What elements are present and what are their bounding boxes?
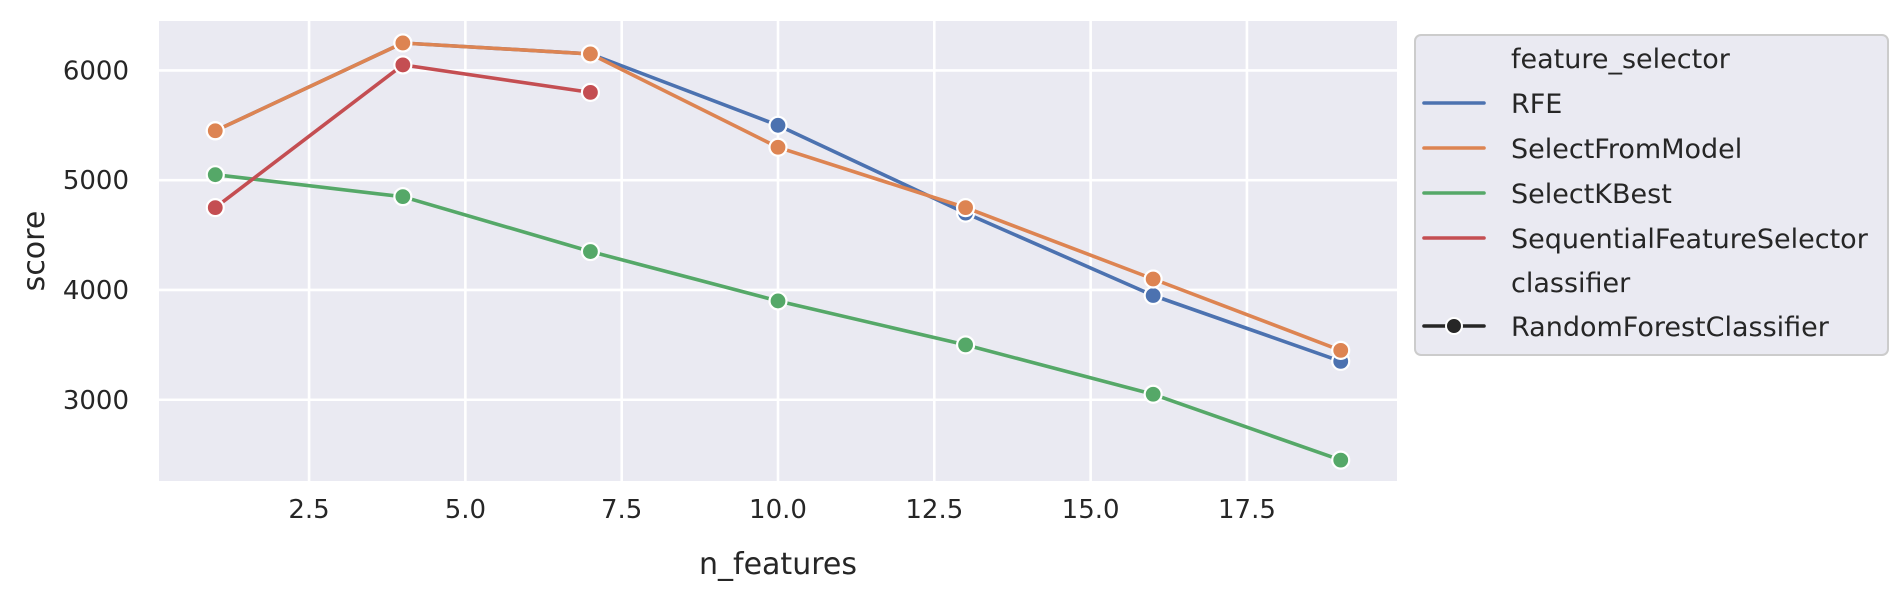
series-layer (205, 33, 1351, 470)
grid-lines (159, 21, 1397, 481)
data-point-selectfrommodel-1 (205, 121, 225, 141)
legend-label-sequentialfeatureselector: SequentialFeatureSelector (1511, 224, 1869, 255)
y-tick-label-6000: 6000 (63, 56, 129, 86)
legend-label-selectfrommodel: SelectFromModel (1511, 134, 1742, 165)
legend-frame (1414, 34, 1889, 356)
data-point-rfe-10 (768, 115, 788, 135)
x-tick-label-12-5: 12.5 (905, 495, 963, 525)
series-selectfrommodel (205, 33, 1351, 360)
legend-style-entry: RandomForestClassifier (1511, 312, 1830, 343)
data-point-selectkbest-7 (580, 241, 601, 262)
x-tick-label-2-5: 2.5 (288, 495, 329, 525)
x-tick-label-15-0: 15.0 (1062, 495, 1120, 525)
y-tick-label-4000: 4000 (63, 276, 129, 306)
data-point-selectfrommodel-19 (1331, 340, 1351, 360)
tick-labels: 2.5 5.0 7.5 10.0 12.5 15.0 17.5 3000 4000 5000 600… (63, 56, 1276, 525)
data-point-rfe-16 (1143, 285, 1163, 306)
data-point-selectkbest-10 (768, 291, 788, 311)
data-point-sequentialfeatureselector-4 (393, 55, 413, 75)
data-point-sequentialfeatureselector-7 (580, 82, 601, 102)
data-point-selectfrommodel-16 (1143, 269, 1163, 289)
data-point-selectkbest-4 (393, 187, 413, 207)
data-point-selectfrommodel-7 (580, 44, 601, 64)
data-point-sequentialfeatureselector-1 (205, 198, 225, 218)
x-tick-label-17-5: 17.5 (1218, 495, 1276, 525)
data-point-selectkbest-1 (205, 165, 225, 185)
data-point-selectkbest-16 (1143, 384, 1163, 404)
data-point-selectkbest-19 (1331, 450, 1351, 470)
legend: feature_selector RFE SelectFromModel Sel… (1414, 34, 1889, 356)
legend-style-marker (1445, 317, 1463, 335)
series-selectkbest (205, 165, 1351, 470)
y-axis-label: score (17, 211, 52, 292)
legend-label-rfe: RFE (1511, 89, 1562, 120)
legend-hue-title: feature_selector (1511, 44, 1731, 75)
series-sequentialfeatureselector (205, 55, 601, 218)
data-point-selectkbest-13 (955, 335, 976, 355)
data-point-selectfrommodel-13 (955, 198, 976, 218)
data-point-selectfrommodel-4 (393, 33, 413, 53)
x-axis-label: n_features (699, 547, 857, 582)
legend-label-selectkbest: SelectKBest (1511, 179, 1672, 210)
y-tick-label-3000: 3000 (63, 386, 129, 416)
x-tick-label-5-0: 5.0 (445, 495, 486, 525)
data-point-selectfrommodel-10 (768, 137, 788, 157)
x-tick-label-10-0: 10.0 (749, 495, 807, 525)
y-tick-label-5000: 5000 (63, 166, 129, 196)
legend-style-title: classifier (1511, 268, 1631, 299)
x-tick-label-7-5: 7.5 (601, 495, 642, 525)
